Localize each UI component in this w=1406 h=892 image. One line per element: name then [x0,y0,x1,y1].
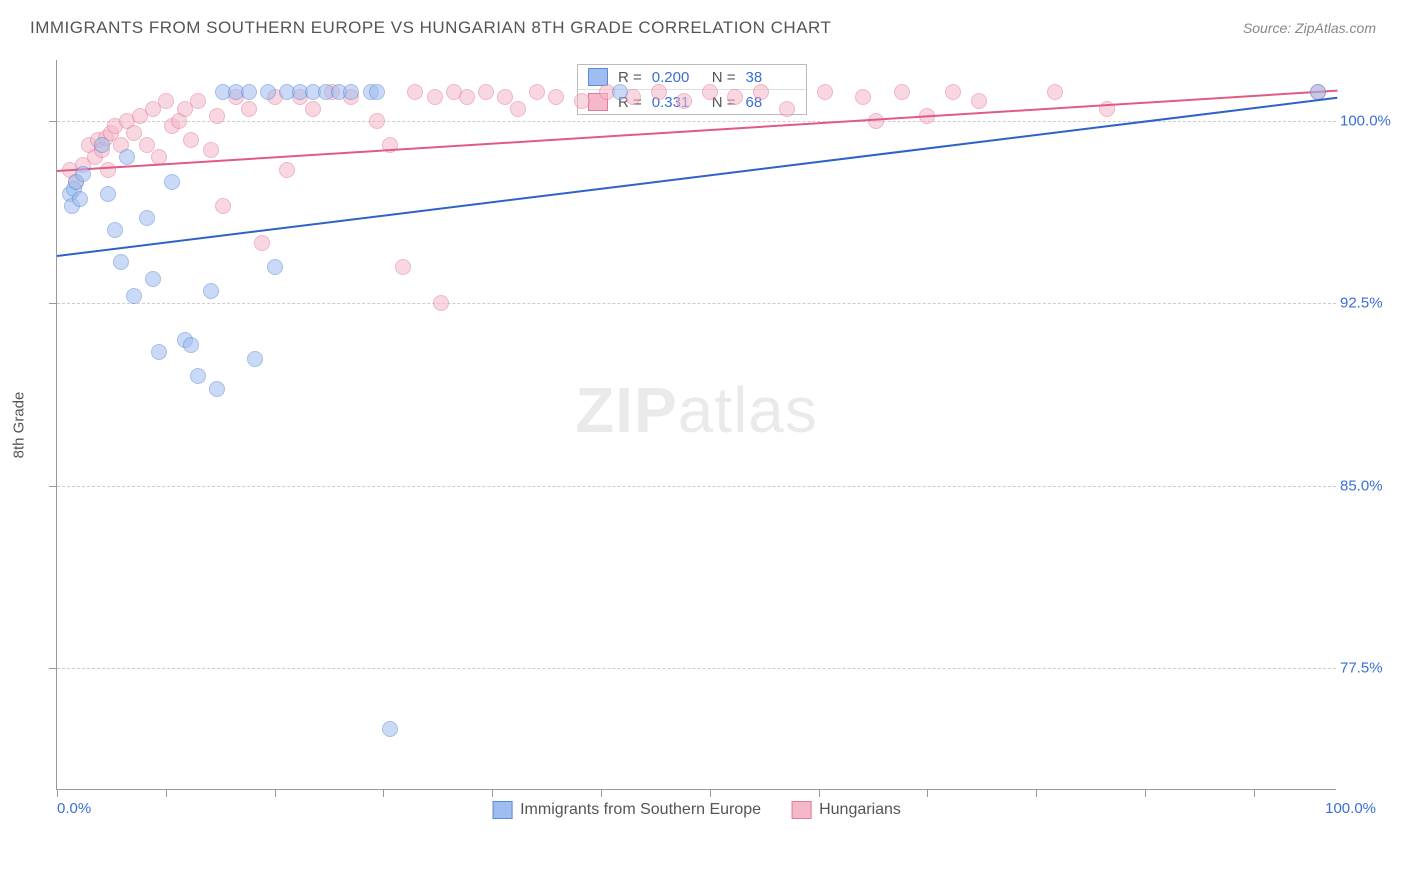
data-point [382,721,398,737]
data-point [433,295,449,311]
data-point [119,149,135,165]
data-point [817,84,833,100]
data-point [203,283,219,299]
data-point [1310,84,1326,100]
data-point [894,84,910,100]
legend-label: Immigrants from Southern Europe [520,801,761,819]
data-point [126,288,142,304]
data-point [107,222,123,238]
data-point [427,89,443,105]
x-tick [710,789,711,797]
data-point [459,89,475,105]
data-point [190,368,206,384]
y-tick-label: 100.0% [1340,112,1396,129]
data-point [676,93,692,109]
x-axis-max-label: 100.0% [1325,800,1376,817]
data-point [183,337,199,353]
data-point [395,259,411,275]
data-point [343,84,359,100]
data-point [75,166,91,182]
x-tick [57,789,58,797]
data-point [855,89,871,105]
data-point [279,162,295,178]
legend-item: Hungarians [791,801,901,819]
plot-area: 8th Grade ZIPatlas R = 0.200N = 38R = 0.… [56,60,1336,790]
gridline [57,303,1336,304]
data-point [305,101,321,117]
data-point [100,162,116,178]
data-point [510,101,526,117]
data-point [247,351,263,367]
data-point [971,93,987,109]
gridline [57,668,1336,669]
correlation-chart: 8th Grade ZIPatlas R = 0.200N = 38R = 0.… [56,60,1376,820]
x-tick [1036,789,1037,797]
watermark: ZIPatlas [575,373,818,447]
data-point [100,186,116,202]
legend-label: Hungarians [819,801,901,819]
y-tick-label: 77.5% [1340,660,1396,677]
data-point [139,210,155,226]
data-point [267,259,283,275]
data-point [164,174,180,190]
data-point [241,101,257,117]
data-point [145,271,161,287]
data-point [203,142,219,158]
data-point [727,89,743,105]
legend-swatch [791,801,811,819]
data-point [94,137,110,153]
data-point [254,235,270,251]
data-point [612,84,628,100]
data-point [72,191,88,207]
data-point [183,132,199,148]
data-point [478,84,494,100]
x-tick [383,789,384,797]
data-point [158,93,174,109]
data-point [945,84,961,100]
legend-item: Immigrants from Southern Europe [492,801,761,819]
data-point [1047,84,1063,100]
x-tick [927,789,928,797]
x-tick [601,789,602,797]
data-point [369,113,385,129]
y-axis-label: 8th Grade [11,391,28,458]
data-point [190,93,206,109]
data-point [651,84,667,100]
gridline [57,486,1336,487]
data-point [529,84,545,100]
x-tick [275,789,276,797]
x-tick [819,789,820,797]
chart-title: IMMIGRANTS FROM SOUTHERN EUROPE VS HUNGA… [30,18,831,38]
data-point [369,84,385,100]
legend-swatch [492,801,512,819]
x-tick [1254,789,1255,797]
series-legend: Immigrants from Southern Europe Hungarian… [492,801,901,819]
data-point [241,84,257,100]
data-point [139,137,155,153]
data-point [209,108,225,124]
x-axis-min-label: 0.0% [57,800,91,817]
data-point [215,198,231,214]
x-tick [1145,789,1146,797]
data-point [779,101,795,117]
source-attribution: Source: ZipAtlas.com [1243,20,1376,36]
x-tick [492,789,493,797]
data-point [753,84,769,100]
data-point [209,381,225,397]
data-point [548,89,564,105]
y-tick-label: 85.0% [1340,477,1396,494]
data-point [702,84,718,100]
data-point [260,84,276,100]
y-tick-label: 92.5% [1340,295,1396,312]
data-point [113,254,129,270]
data-point [574,93,590,109]
x-tick [166,789,167,797]
data-point [407,84,423,100]
data-point [126,125,142,141]
data-point [497,89,513,105]
data-point [151,344,167,360]
